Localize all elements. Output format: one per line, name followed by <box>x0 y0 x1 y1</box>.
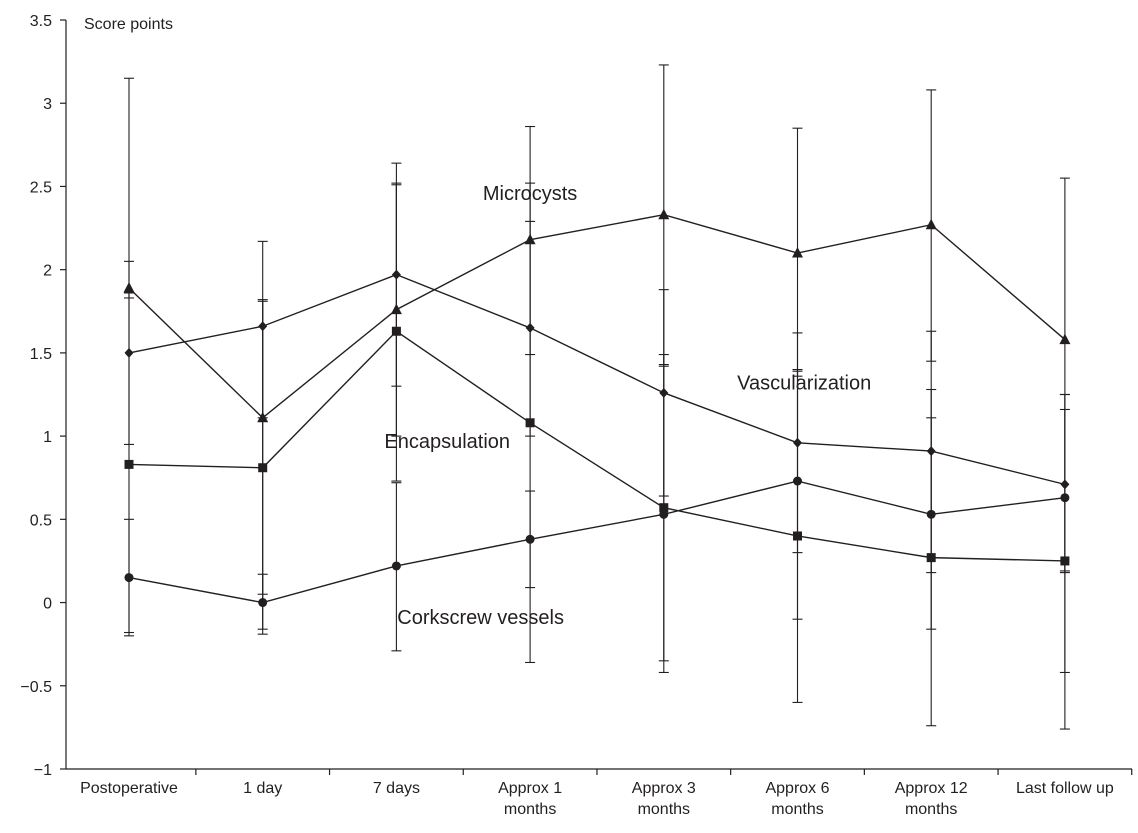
corkscrew-vessels-point <box>1060 493 1070 503</box>
encapsulation-line <box>128 330 1065 562</box>
vascularization-point <box>659 387 669 398</box>
x-tick-label: 7 days <box>373 780 420 797</box>
axes: −1 −0.5 0 0.5 1 1.5 2 2.5 3 3.5 Postoperative 1 day… <box>20 13 1133 818</box>
vascularization-point <box>793 437 802 448</box>
series-lines <box>128 214 1066 604</box>
encapsulation-point <box>926 553 936 563</box>
corkscrew-vessels-point <box>391 561 401 571</box>
microcysts-point <box>123 281 135 293</box>
x-tick-label: Approx 3 months <box>632 780 696 818</box>
microcysts-point <box>524 233 536 245</box>
encapsulation-point <box>258 463 268 473</box>
y-tick-label: 3 <box>43 96 52 113</box>
y-tick-label: 1.5 <box>30 346 52 363</box>
y-tick-label: 1 <box>43 429 52 446</box>
corkscrew-vessels-point <box>525 534 535 544</box>
corkscrew-vessels-point <box>124 573 134 583</box>
encapsulation-point <box>525 418 535 428</box>
vascularization-point <box>391 269 401 280</box>
corkscrew-vessels-annotation: Corkscrew vessels <box>397 607 564 629</box>
encapsulation-point <box>124 459 134 469</box>
x-tick-label: Last follow up <box>1016 780 1114 797</box>
microcysts-line <box>128 214 1066 419</box>
vascularization-point <box>258 321 268 332</box>
vascularization-point <box>926 446 936 457</box>
microcysts-point <box>925 218 937 230</box>
microcysts-annotation: Microcysts <box>483 183 577 205</box>
y-tick-label: 0 <box>43 596 52 613</box>
vascularization-point <box>124 347 134 358</box>
y-tick-label: −1 <box>34 762 52 779</box>
microcysts-point <box>1059 333 1071 345</box>
corkscrew-vessels-point <box>793 476 802 486</box>
y-axis-label: Score points <box>84 16 173 33</box>
microcysts-point <box>658 208 670 220</box>
encapsulation-point <box>793 531 802 541</box>
corkscrew-vessels-point <box>258 598 268 608</box>
error-bars <box>124 64 1070 730</box>
x-tick-label: Postoperative <box>80 780 178 797</box>
y-tick-label: 2.5 <box>30 179 52 196</box>
corkscrew-vessels-point <box>926 509 936 519</box>
x-tick-label: Approx 6 months <box>765 780 829 818</box>
y-tick-label: −0.5 <box>20 679 52 696</box>
vascularization-point <box>525 322 535 333</box>
microcysts-point <box>390 303 402 315</box>
y-tick-label: 3.5 <box>30 13 52 30</box>
vascularization-annotation: Vascularization <box>737 373 871 395</box>
chart-labels: Microcysts Vascularization Encapsulation Co… <box>384 183 871 629</box>
corkscrew-vessels-point <box>659 509 669 519</box>
microcysts-point <box>257 411 269 423</box>
encapsulation-point <box>1060 556 1070 566</box>
vascularization-point <box>1060 479 1070 490</box>
x-tick-label: Approx 12 months <box>895 780 968 818</box>
y-tick-label: 0.5 <box>30 512 52 529</box>
series-markers <box>123 208 1071 608</box>
vascularization-line <box>128 273 1066 486</box>
corkscrew-vessels-line <box>128 480 1065 604</box>
y-tick-label: 2 <box>43 263 52 280</box>
encapsulation-annotation: Encapsulation <box>384 431 510 453</box>
encapsulation-point <box>659 503 669 513</box>
encapsulation-point <box>391 326 401 336</box>
x-tick-label: Approx 1 months <box>498 780 562 818</box>
x-tick-label: 1 day <box>243 780 282 797</box>
microcysts-point <box>792 247 803 258</box>
